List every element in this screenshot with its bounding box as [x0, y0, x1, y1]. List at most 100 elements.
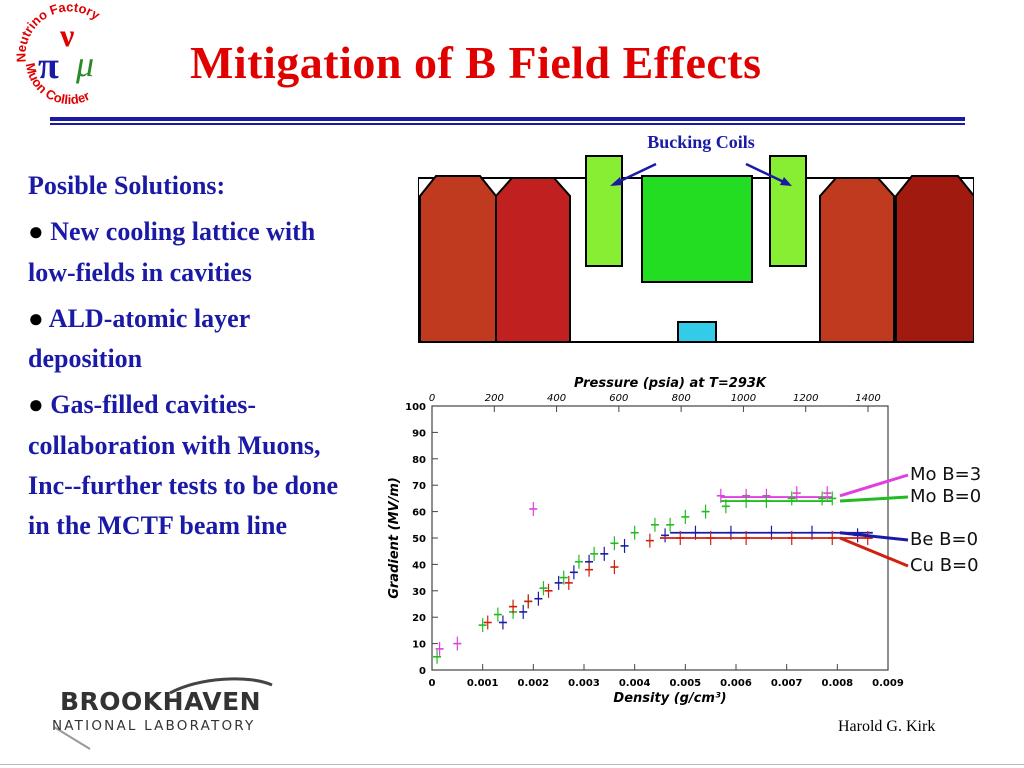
x-tick-label: 0.004: [619, 678, 651, 689]
data-point: [828, 531, 837, 545]
x-tick-label: 0.005: [670, 678, 702, 689]
plot-legend: Mo B=3Mo B=0 Be B=0 Cu B=0: [839, 464, 981, 576]
solutions-list: Posible Solutions: ● New cooling lattice…: [28, 166, 348, 553]
solution-text: ALD-atomic layer deposition: [28, 303, 250, 374]
x-tick-label: 0.008: [822, 678, 854, 689]
data-point: [742, 494, 751, 509]
cavity-diagram: Bucking Coils: [418, 132, 974, 343]
top-tick-label: 1200: [793, 393, 818, 404]
top-tick-label: 0: [429, 393, 435, 404]
x-tick-label: 0.002: [518, 678, 550, 689]
data-point: [478, 618, 487, 633]
y-tick-label: 30: [412, 587, 426, 598]
data-point: [650, 517, 659, 532]
solution-text: Gas-filled cavities-collaboration with M…: [28, 390, 339, 541]
legend-label: Mo B=0: [910, 486, 981, 507]
data-point: [787, 491, 796, 506]
x-tick-label: 0.001: [467, 678, 499, 689]
legend-connector: [839, 531, 909, 542]
legend-connector: [839, 536, 909, 568]
title-rule-thin: [50, 123, 965, 125]
data-point: [524, 594, 533, 609]
title-rule: [50, 117, 965, 121]
solution-text: New cooling lattice with low-fields in c…: [28, 217, 316, 287]
x-tick-label: 0: [429, 678, 436, 689]
solutions-heading: Posible Solutions:: [28, 171, 226, 200]
plot-title: Pressure (psia) at T=293K: [574, 376, 767, 391]
bullet-dot: ●: [28, 217, 44, 247]
data-point: [554, 575, 563, 590]
x-tick-label: 0.009: [872, 678, 904, 689]
legend-label: Cu B=0: [910, 555, 979, 576]
arrow-right: [745, 162, 789, 186]
arrow-left: [613, 162, 657, 186]
legend-connector: [839, 495, 909, 503]
main-coil: [641, 175, 753, 283]
cavity-left-outer: [419, 175, 497, 343]
data-point: [453, 636, 462, 651]
data-point: [585, 562, 594, 577]
data-point: [666, 517, 675, 532]
top-tick-label: 1400: [855, 393, 880, 404]
x-axis-label: Density (g/cm³): [613, 691, 726, 706]
bullet-dot: ●: [28, 303, 44, 333]
x-tick-label: 0.003: [568, 678, 600, 689]
y-tick-label: 0: [419, 666, 426, 677]
data-point: [701, 504, 710, 519]
legend-label: Be B=0: [910, 529, 978, 550]
top-tick-label: 600: [609, 393, 628, 404]
solution-item: ● New cooling lattice with low-fields in…: [28, 212, 348, 293]
data-point: [574, 554, 583, 569]
brookhaven-name: BROOKHAVEN: [60, 687, 261, 716]
y-axis-label: Gradient (MV/m): [387, 477, 402, 599]
logo-pi-glyph: π: [38, 45, 59, 87]
y-tick-label: 50: [412, 534, 426, 545]
data-point: [534, 591, 543, 606]
data-point: [645, 533, 654, 548]
top-tick-label: 200: [485, 393, 504, 404]
cavity-right-outer: [895, 175, 974, 343]
nfmc-logo: Neutrino Factory Muon Collider ν π μ: [14, 2, 103, 107]
x-tick-label: 0.007: [771, 678, 803, 689]
bullet-dot: ●: [28, 390, 44, 420]
data-point: [676, 531, 685, 545]
solution-item: ● ALD-atomic layer deposition: [28, 299, 348, 380]
data-point: [610, 536, 619, 551]
data-point: [498, 615, 507, 630]
cavity-right-inner: [819, 177, 895, 343]
data-point: [620, 538, 629, 553]
y-tick-label: 10: [412, 640, 426, 651]
data-point: [610, 560, 619, 575]
data-point: [519, 604, 528, 619]
plot-ticks: 0 0.001 0.002 0.003 0.004 0.005 0.006 0.007 0.00…: [405, 393, 904, 689]
x-tick-label: 0.006: [720, 678, 752, 689]
data-point: [742, 531, 751, 545]
logo-mu-glyph: μ: [75, 44, 94, 84]
data-point: [681, 509, 690, 524]
y-tick-label: 80: [412, 455, 426, 466]
brookhaven-swoosh: [169, 677, 273, 695]
data-point: [818, 491, 827, 506]
data-point: [787, 531, 796, 545]
author-name: Harold G. Kirk: [838, 718, 936, 735]
data-point: [792, 486, 801, 501]
arrow-left-head: [610, 177, 622, 186]
y-tick-label: 40: [412, 560, 426, 571]
bucking-coils-label: Bucking Coils: [647, 132, 755, 152]
solution-item: ● Gas-filled cavities-collaboration with…: [28, 385, 348, 546]
legend-label: Mo B=3: [910, 464, 981, 485]
arrow-right-head: [780, 177, 792, 186]
y-tick-label: 90: [412, 428, 426, 439]
data-point: [863, 531, 872, 545]
footer-rule: [0, 764, 1024, 765]
data-point: [706, 531, 715, 545]
logo-nu-glyph: ν: [59, 17, 74, 53]
top-tick-label: 400: [547, 393, 566, 404]
data-point: [828, 491, 837, 506]
data-point: [762, 494, 771, 509]
beam-window: [677, 321, 717, 343]
data-point: [661, 528, 670, 543]
data-point: [564, 575, 573, 590]
cavity-left-inner: [495, 177, 571, 343]
